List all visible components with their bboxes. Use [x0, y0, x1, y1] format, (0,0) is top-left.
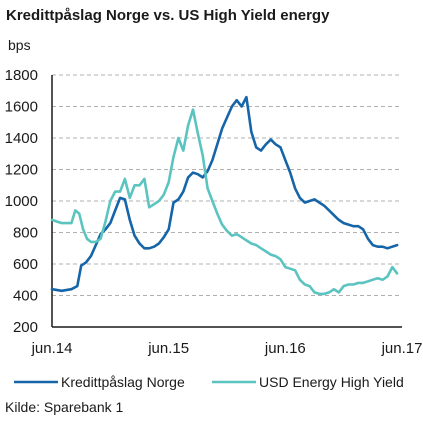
y-tick-label: 600: [13, 256, 38, 273]
axes: 1800 1600 1400 1200 1000 800 600 400 200 jun.14 ju…: [5, 67, 423, 357]
legend-label: USD Energy High Yield: [259, 374, 404, 390]
series-line-usd-energy-high-yield: [50, 108, 399, 296]
y-tick-label: 1200: [5, 162, 38, 179]
chart-title: Kredittpåslag Norge vs. US High Yield en…: [6, 7, 330, 24]
y-axis-unit-label: bps: [8, 37, 31, 53]
source-note: Kilde: Sparebank 1: [5, 399, 124, 415]
x-tick-label: jun.16: [264, 340, 306, 357]
series-line-kredittpaslag-norge: [50, 95, 399, 293]
y-tick-label: 1800: [5, 67, 38, 84]
y-tick-label: 200: [13, 319, 38, 336]
legend-label: Kredittpåslag Norge: [61, 374, 185, 390]
y-tick-label: 800: [13, 225, 38, 242]
legend: Kredittpåslag Norge USD Energy High Yield: [14, 374, 404, 390]
x-tick-label: jun.15: [147, 340, 189, 357]
gridlines: [52, 74, 402, 296]
y-tick-label: 1400: [5, 130, 38, 147]
series-lines: [50, 95, 399, 296]
y-tick-label: 1600: [5, 99, 38, 116]
x-tick-label: jun.14: [31, 340, 73, 357]
y-tick-label: 1000: [5, 193, 38, 210]
y-tick-label: 400: [13, 288, 38, 305]
x-tick-label: jun.17: [381, 340, 423, 357]
